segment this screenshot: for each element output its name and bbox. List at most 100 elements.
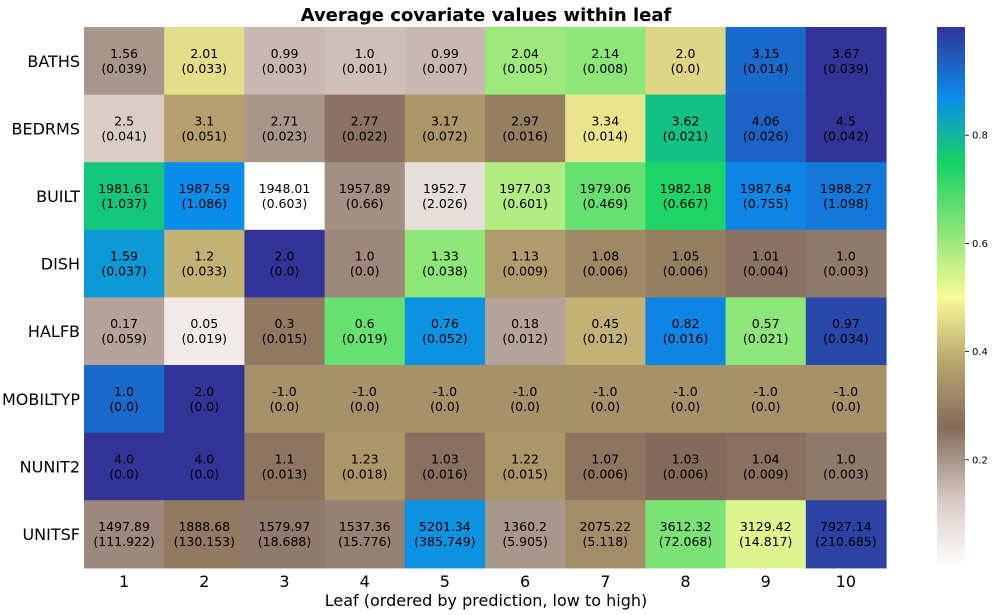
column-label: 8 [680, 572, 690, 591]
cell-std-error-label: (0.0) [831, 399, 861, 414]
cell-value-label: 2.5 [114, 113, 134, 128]
cell-std-error-label: (0.012) [502, 331, 548, 346]
cell-std-error-label: (0.013) [262, 466, 308, 481]
cell-value-label: 2.71 [271, 113, 299, 128]
cell-std-error-label: (0.601) [502, 196, 548, 211]
cell-value-label: 1537.36 [339, 519, 391, 534]
heatmap-cell [725, 365, 807, 434]
cell-value-label: 1888.68 [178, 519, 230, 534]
cell-std-error-label: (0.0) [510, 399, 540, 414]
heatmap-cell [164, 162, 245, 231]
row-label: BATHS [27, 52, 80, 71]
cell-std-error-label: (0.008) [583, 61, 629, 76]
cell-std-error-label: (0.667) [663, 196, 709, 211]
heatmap-cell [84, 500, 165, 569]
cell-std-error-label: (0.037) [101, 264, 147, 279]
cell-value-label: 3.34 [591, 113, 619, 128]
heatmap-cell [485, 162, 566, 231]
cell-value-label: 3.15 [752, 46, 780, 61]
cell-value-label: 1.03 [672, 451, 700, 466]
heatmap-cell [244, 162, 326, 231]
cell-value-label: 3.67 [832, 46, 860, 61]
cell-value-label: 1.0 [355, 249, 375, 264]
cell-std-error-label: (0.033) [182, 264, 228, 279]
cell-value-label: 4.0 [194, 451, 214, 466]
cell-value-label: 7927.14 [820, 519, 872, 534]
cell-value-label: 1.03 [431, 451, 459, 466]
cell-std-error-label: (15.776) [338, 534, 392, 549]
cell-std-error-label: (385.749) [414, 534, 475, 549]
heatmap-cell [404, 27, 486, 96]
cell-std-error-label: (1.098) [823, 196, 869, 211]
heatmap-cell [404, 365, 486, 434]
cell-value-label: 4.0 [114, 451, 134, 466]
cell-value-label: 1497.89 [98, 519, 150, 534]
heatmap-cell [805, 432, 887, 501]
cell-std-error-label: (0.038) [422, 264, 468, 279]
cell-std-error-label: (0.006) [583, 466, 629, 481]
cell-std-error-label: (0.0) [109, 466, 139, 481]
cell-value-label: 1987.59 [178, 181, 230, 196]
cell-std-error-label: (0.0) [189, 399, 219, 414]
cell-value-label: 0.05 [190, 316, 218, 331]
cell-std-error-label: (0.0) [590, 399, 620, 414]
heatmap-cell [164, 27, 245, 96]
row-label: DISH [41, 255, 80, 274]
heatmap-cell [645, 162, 727, 231]
cell-std-error-label: (0.072) [422, 128, 468, 143]
heatmap-cell [805, 297, 887, 366]
heatmap-cell [805, 162, 887, 231]
cell-value-label: 1.08 [591, 249, 619, 264]
cell-std-error-label: (0.0) [189, 466, 219, 481]
cell-value-label: 1.59 [110, 249, 138, 264]
heatmap-cell [565, 432, 646, 501]
cell-value-label: 0.99 [431, 46, 459, 61]
cell-value-label: -1.0 [272, 384, 296, 399]
cell-value-label: 0.57 [752, 316, 780, 331]
heatmap-cell [164, 94, 245, 163]
heatmap-cell [164, 365, 245, 434]
column-label: 4 [360, 572, 370, 591]
cell-value-label: 3.1 [194, 113, 214, 128]
cell-value-label: 0.18 [511, 316, 539, 331]
column-label: 1 [119, 572, 129, 591]
cell-value-label: 0.17 [110, 316, 138, 331]
cell-value-label: 1982.18 [660, 181, 712, 196]
cell-value-label: -1.0 [834, 384, 858, 399]
cell-std-error-label: (0.023) [262, 128, 308, 143]
heatmap-cell [485, 27, 566, 96]
cell-std-error-label: (0.003) [823, 466, 869, 481]
cell-value-label: 1.23 [351, 451, 379, 466]
cell-std-error-label: (0.0) [270, 264, 300, 279]
heatmap-cell [645, 229, 727, 298]
heatmap-cell [485, 297, 566, 366]
cell-value-label: 1987.64 [740, 181, 792, 196]
heatmap-cell [164, 432, 245, 501]
cell-std-error-label: (0.042) [823, 128, 869, 143]
column-label: 6 [520, 572, 530, 591]
row-label: NUNIT2 [20, 457, 80, 476]
cell-std-error-label: (0.004) [743, 264, 789, 279]
heatmap-cell [725, 27, 807, 96]
chart-title: Average covariate values within leaf [301, 5, 672, 26]
cell-value-label: 0.6 [355, 316, 375, 331]
cell-value-label: 1.13 [511, 249, 539, 264]
cell-std-error-label: (0.034) [823, 331, 869, 346]
cell-std-error-label: (0.0) [270, 399, 300, 414]
cell-value-label: 1.33 [431, 249, 459, 264]
cell-value-label: 2.77 [351, 113, 379, 128]
cell-value-label: 2.97 [511, 113, 539, 128]
heatmap-cell [645, 297, 727, 366]
heatmap-cell [725, 500, 807, 569]
cell-std-error-label: (0.755) [743, 196, 789, 211]
cell-std-error-label: (0.021) [663, 128, 709, 143]
cell-std-error-label: (0.007) [422, 61, 468, 76]
row-label: MOBILTYP [2, 390, 80, 409]
cell-value-label: 0.76 [431, 316, 459, 331]
cell-std-error-label: (0.019) [342, 331, 388, 346]
cell-value-label: 0.97 [832, 316, 860, 331]
heatmap-cell [805, 229, 887, 298]
heatmap-cell [244, 432, 326, 501]
cell-std-error-label: (0.016) [422, 466, 468, 481]
